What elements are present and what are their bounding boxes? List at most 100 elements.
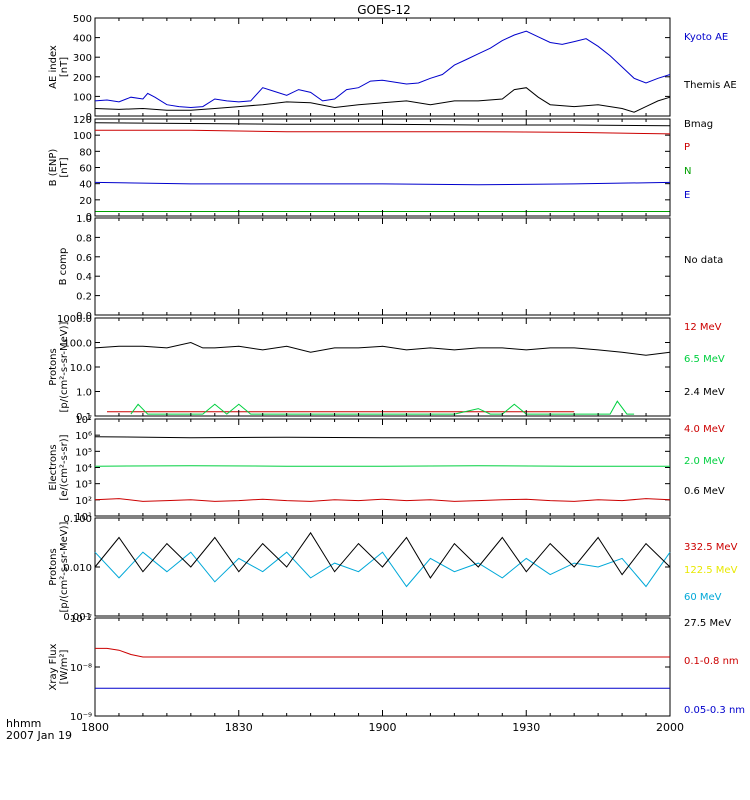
y-tick-label: 0.010 bbox=[63, 563, 92, 574]
y-tick-label: 0.001 bbox=[63, 612, 92, 623]
y-axis-label: Electrons bbox=[48, 444, 59, 490]
y-tick-label: 10⁻⁸ bbox=[70, 663, 92, 674]
y-tick-label: 0.2 bbox=[76, 292, 92, 303]
y-tick-label: 1.0 bbox=[76, 214, 92, 225]
y-axis-label: B (ENP) bbox=[48, 149, 59, 187]
y-axis-label: Xray Flux bbox=[48, 643, 59, 690]
y-tick-label: 0 bbox=[86, 212, 92, 223]
panel-4: 0.1 1.0 10.0 100.0 1000.0 Protons [p/(cm²-s-sr… bbox=[48, 314, 725, 423]
series-line-2 bbox=[130, 400, 635, 415]
y-tick-label: 0.1 bbox=[76, 412, 92, 423]
y-tick-label: 300 bbox=[73, 53, 92, 64]
y-tick-label: 0.6 bbox=[76, 253, 92, 264]
legend-entry: 2.0 MeV bbox=[684, 456, 725, 467]
y-axis-label: [nT] bbox=[59, 157, 70, 177]
y-tick-label: 100 bbox=[73, 92, 92, 103]
y-tick-label: 10¹ bbox=[75, 512, 92, 523]
y-tick-label: 10³ bbox=[75, 480, 92, 491]
series-line-1 bbox=[95, 647, 670, 658]
y-tick-label: 10⁵ bbox=[75, 447, 92, 458]
y-axis-label: [nT] bbox=[59, 57, 70, 77]
legend-entry: 6.5 MeV bbox=[684, 354, 725, 365]
y-axis-label: Protons bbox=[48, 548, 59, 585]
x-tick-label: 2000 bbox=[656, 721, 684, 734]
series-line-3 bbox=[94, 551, 671, 588]
legend-entry: N bbox=[684, 166, 691, 177]
y-axis-label: [e/(cm²-s-sr)] bbox=[59, 434, 70, 500]
panel-frame bbox=[94, 17, 671, 117]
panel-6: 0.001 0.010 0.100 Protons [p/(cm²-s-sr-MeV)]… bbox=[48, 514, 738, 629]
panel-3: 0.0 0.2 0.4 0.6 0.8 1.0 B comp No data bbox=[58, 214, 723, 322]
legend-entry: 4.0 MeV bbox=[684, 424, 725, 435]
x-tick-label: 1830 bbox=[225, 721, 253, 734]
series-line-3 bbox=[94, 436, 670, 439]
series-line-3 bbox=[94, 341, 671, 356]
series-line-2 bbox=[94, 465, 670, 467]
legend-entry: 122.5 MeV bbox=[684, 565, 738, 576]
time-label: hhmm bbox=[6, 717, 41, 730]
y-tick-label: 10.0 bbox=[70, 363, 92, 374]
series-line-2 bbox=[95, 129, 671, 135]
y-tick-label: 10⁶ bbox=[75, 431, 92, 442]
legend-entry: 27.5 MeV bbox=[684, 618, 731, 629]
y-tick-label: 0.0 bbox=[76, 311, 92, 322]
x-tick-label: 1900 bbox=[369, 721, 397, 734]
y-tick-label: 0.4 bbox=[76, 272, 92, 283]
y-tick-label: 120 bbox=[73, 115, 92, 126]
series-line-1 bbox=[94, 498, 671, 502]
y-tick-label: 200 bbox=[73, 73, 92, 84]
y-tick-label: 0.100 bbox=[63, 514, 92, 525]
y-tick-label: 10⁻⁷ bbox=[70, 614, 92, 625]
y-tick-label: 10² bbox=[75, 496, 92, 507]
y-tick-label: 80 bbox=[79, 147, 92, 158]
legend-entry: P bbox=[684, 142, 690, 153]
y-tick-label: 0.8 bbox=[76, 233, 92, 244]
y-axis-label: [p/(cm²-s-sr-MeV)] bbox=[59, 521, 70, 612]
series-line-2 bbox=[94, 87, 671, 113]
y-tick-label: 10⁴ bbox=[75, 464, 92, 475]
legend-entry: Themis AE bbox=[683, 80, 737, 91]
y-tick-label: 100.0 bbox=[63, 339, 92, 350]
y-tick-label: 10⁷ bbox=[75, 415, 92, 426]
panel-1: 0 100 200 300 400 500 AE index [nT] Kyoto AE Them… bbox=[48, 14, 737, 123]
figure-title: GOES-12 bbox=[357, 3, 411, 17]
date-label: 2007 Jan 19 bbox=[6, 729, 72, 742]
legend-entry: 60 MeV bbox=[684, 592, 722, 603]
panel-frame bbox=[94, 217, 671, 316]
panel-frame bbox=[94, 317, 671, 417]
y-tick-label: 400 bbox=[73, 34, 92, 45]
series-line-4 bbox=[94, 181, 671, 186]
x-tick-label: 1800 bbox=[81, 721, 109, 734]
time-axis: 1800 1830 1900 1930 2000 bbox=[81, 18, 684, 734]
y-axis-label: [W/m²] bbox=[59, 649, 70, 684]
panel-5: 10¹ 10² 10³ 10⁴ 10⁵ 10⁶ 10⁷ Electrons [e/(cm²-s-… bbox=[48, 415, 725, 523]
y-axis-label: Protons bbox=[48, 348, 59, 385]
y-axis-label: [p/(cm²-s-sr-MeV)] bbox=[59, 321, 70, 412]
y-tick-label: 10⁻⁹ bbox=[70, 712, 92, 723]
y-tick-label: 60 bbox=[79, 164, 92, 175]
y-tick-label: 100 bbox=[73, 131, 92, 142]
legend-entry: 12 MeV bbox=[684, 322, 722, 333]
series-line-1 bbox=[94, 30, 671, 109]
panel-frame bbox=[94, 617, 671, 717]
legend-entry: 0.6 MeV bbox=[684, 486, 725, 497]
y-axis-label: B comp bbox=[58, 248, 69, 286]
y-tick-label: 0 bbox=[86, 112, 92, 123]
panel-frame bbox=[94, 418, 671, 517]
y-tick-label: 20 bbox=[79, 196, 92, 207]
legend-entry: 332.5 MeV bbox=[684, 542, 738, 553]
legend-entry: Kyoto AE bbox=[684, 32, 728, 43]
y-tick-label: 1000.0 bbox=[57, 314, 92, 325]
panel-7: 10⁻⁹ 10⁻⁸ 10⁻⁷ Xray Flux [W/m²] 0.1-0.8 nm 0.0… bbox=[48, 614, 745, 723]
legend-entry: E bbox=[684, 190, 690, 201]
legend-entry: 2.4 MeV bbox=[684, 387, 725, 398]
legend-entry: 0.05-0.3 nm bbox=[684, 705, 745, 716]
panel-frame bbox=[94, 118, 671, 217]
y-tick-label: 1.0 bbox=[76, 388, 92, 399]
series-line-4 bbox=[94, 531, 671, 579]
y-axis-label: AE index bbox=[48, 45, 59, 89]
y-tick-label: 500 bbox=[73, 14, 92, 25]
x-tick-label: 1930 bbox=[512, 721, 540, 734]
